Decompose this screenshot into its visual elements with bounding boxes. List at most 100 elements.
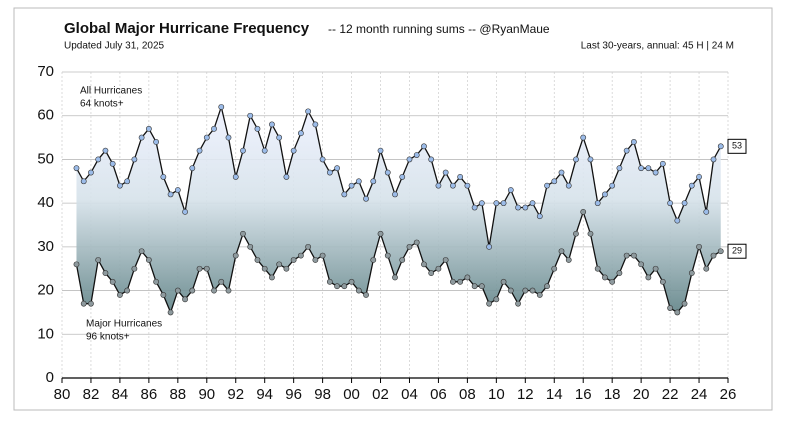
series-line (75, 104, 722, 247)
point (283, 174, 290, 180)
frame (13, 7, 773, 411)
point (399, 257, 406, 263)
y-tick-label: 20 (37, 282, 54, 299)
point (710, 252, 717, 259)
point (145, 125, 152, 132)
point (392, 191, 398, 198)
end-label: 29 (732, 246, 742, 256)
point (696, 174, 702, 180)
point (370, 178, 377, 185)
point (73, 165, 80, 172)
point (609, 182, 616, 189)
point (160, 292, 167, 298)
point (703, 265, 710, 272)
point (464, 182, 471, 189)
point (305, 108, 312, 115)
x-tick-label: 16 (575, 386, 592, 403)
x-tick-label: 96 (285, 386, 302, 403)
point (442, 169, 449, 176)
point (174, 187, 181, 193)
point (580, 134, 587, 141)
point (681, 200, 688, 207)
x-tick-label: 14 (546, 386, 563, 403)
point (435, 182, 442, 189)
point (218, 278, 225, 285)
point (630, 252, 637, 259)
point (88, 169, 94, 176)
point (507, 187, 514, 193)
point (522, 287, 529, 294)
x-tick-label: 98 (314, 386, 331, 403)
point (174, 287, 181, 294)
point (681, 300, 688, 307)
point (232, 252, 239, 259)
x-tick-label: 84 (112, 386, 129, 403)
point (486, 243, 493, 250)
point (486, 300, 493, 307)
point (413, 239, 420, 246)
point (565, 182, 572, 189)
point (406, 156, 413, 163)
point (203, 265, 210, 272)
point (341, 283, 348, 290)
point (312, 257, 319, 263)
point (413, 152, 420, 158)
point (602, 191, 608, 198)
x-tick-label: 12 (517, 386, 534, 403)
point (326, 169, 333, 176)
point (529, 200, 536, 207)
point (515, 300, 521, 307)
point (145, 257, 152, 263)
y-tick-label: 70 (37, 63, 54, 80)
point (500, 200, 507, 207)
point (478, 200, 485, 207)
point (522, 204, 529, 211)
x-tick-label: 00 (343, 386, 360, 403)
point (196, 147, 203, 154)
point (211, 125, 217, 132)
point (297, 252, 304, 259)
x-tick-label: 20 (633, 386, 650, 403)
point (457, 278, 464, 285)
y-tick-label: 30 (37, 238, 54, 255)
point (117, 292, 123, 298)
point (536, 292, 543, 298)
point (717, 248, 724, 255)
x-tick-label: 86 (141, 386, 158, 403)
point (544, 182, 550, 189)
updated-note: Updated July 31, 2025 (64, 41, 165, 52)
x-tick-label: 18 (604, 386, 621, 403)
point (659, 160, 666, 167)
point (544, 283, 550, 290)
point (189, 287, 196, 294)
point (131, 156, 138, 163)
point (616, 270, 623, 276)
point (507, 287, 514, 294)
point (529, 287, 536, 294)
point (182, 296, 188, 303)
point (247, 112, 254, 119)
point (573, 230, 579, 237)
y-tick-label: 10 (37, 325, 54, 342)
x-tick-label: 80 (54, 386, 71, 403)
point (551, 265, 558, 272)
x-tick-label: 06 (430, 386, 447, 403)
point (688, 270, 695, 276)
y-tick-label: 40 (37, 194, 54, 211)
point (616, 165, 623, 172)
series-label: Major Hurricanes (86, 319, 162, 330)
point (124, 287, 131, 294)
x-tick-label: 04 (401, 386, 418, 403)
point (594, 265, 601, 272)
series-note: 96 knots+ (86, 332, 130, 343)
point (95, 257, 102, 263)
point (450, 182, 456, 189)
point (493, 296, 500, 303)
point (297, 130, 304, 137)
point (240, 147, 246, 154)
point (667, 200, 673, 207)
point (688, 182, 695, 189)
point (95, 156, 102, 163)
point (703, 208, 710, 215)
